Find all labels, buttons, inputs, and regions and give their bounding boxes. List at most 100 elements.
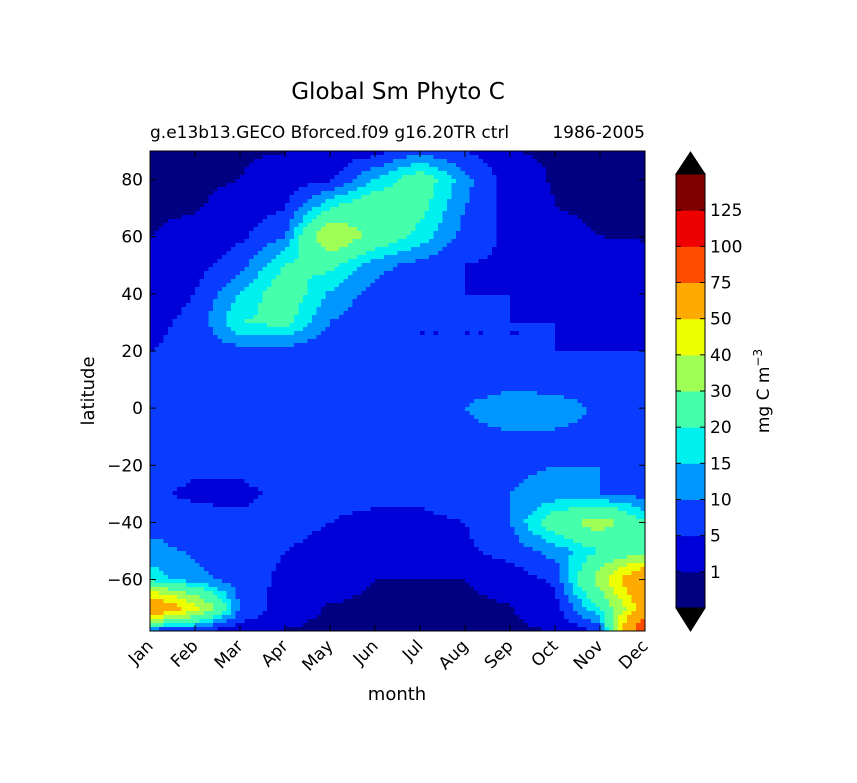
heatmap-cell — [460, 303, 466, 308]
heatmap-cell — [420, 231, 426, 236]
heatmap-cell — [231, 323, 237, 328]
heatmap-cell — [150, 163, 156, 168]
heatmap-cell — [316, 203, 322, 208]
heatmap-cell — [456, 171, 462, 176]
heatmap-cell — [231, 247, 237, 252]
heatmap-cell — [316, 163, 322, 168]
heatmap-cell — [532, 287, 538, 292]
heatmap-cell — [393, 195, 399, 200]
heatmap-cell — [636, 299, 642, 304]
heatmap-cell — [190, 187, 196, 192]
heatmap-cell — [600, 183, 606, 188]
heatmap-cell — [402, 323, 408, 328]
heatmap-cell — [442, 215, 448, 220]
heatmap-cell — [186, 299, 192, 304]
heatmap-cell — [532, 259, 538, 264]
heatmap-cell — [352, 235, 358, 240]
heatmap-cell — [420, 191, 426, 196]
heatmap-cell — [622, 203, 628, 208]
heatmap-cell — [537, 307, 543, 312]
heatmap-cell — [289, 223, 295, 228]
heatmap-cell — [289, 195, 295, 200]
heatmap-cell — [330, 219, 336, 224]
heatmap-cell — [217, 319, 223, 324]
heatmap-cell — [514, 199, 520, 204]
heatmap-cell — [159, 255, 165, 260]
heatmap-cell — [343, 323, 349, 328]
heatmap-cell — [294, 331, 300, 336]
heatmap-cell — [208, 239, 214, 244]
heatmap-cell — [411, 259, 417, 264]
heatmap-cell — [334, 215, 340, 220]
heatmap-cell — [613, 183, 619, 188]
heatmap-cell — [289, 191, 295, 196]
heatmap-cell — [465, 259, 471, 264]
heatmap-cell — [568, 267, 574, 272]
heatmap-cell — [514, 215, 520, 220]
heatmap-cell — [465, 235, 471, 240]
heatmap-cell — [487, 159, 493, 164]
heatmap-cell — [213, 283, 219, 288]
heatmap-cell — [307, 279, 313, 284]
heatmap-cell — [582, 259, 588, 264]
heatmap-cell — [546, 267, 552, 272]
heatmap-cell — [415, 167, 421, 172]
heatmap-cell — [465, 163, 471, 168]
heatmap-cell — [546, 191, 552, 196]
heatmap-cell — [550, 187, 556, 192]
heatmap-cell — [510, 191, 516, 196]
heatmap-cell — [442, 199, 448, 204]
heatmap-cell — [604, 179, 610, 184]
heatmap-cell — [240, 279, 246, 284]
heatmap-cell — [307, 167, 313, 172]
heatmap-cell — [397, 323, 403, 328]
heatmap-cell — [424, 215, 430, 220]
heatmap-cell — [460, 163, 466, 168]
heatmap-cell — [496, 183, 502, 188]
heatmap-cell — [343, 223, 349, 228]
heatmap-cell — [442, 223, 448, 228]
heatmap-cell — [393, 167, 399, 172]
heatmap-cell — [429, 279, 435, 284]
heatmap-cell — [222, 155, 228, 160]
heatmap-cell — [384, 211, 390, 216]
heatmap-cell — [631, 175, 637, 180]
heatmap-cell — [258, 191, 264, 196]
heatmap-cell — [411, 267, 417, 272]
heatmap-cell — [604, 299, 610, 304]
heatmap-cell — [429, 239, 435, 244]
heatmap-cell — [537, 179, 543, 184]
heatmap-cell — [505, 167, 511, 172]
heatmap-cell — [240, 331, 246, 336]
heatmap-cell — [568, 199, 574, 204]
heatmap-cell — [532, 255, 538, 260]
heatmap-cell — [433, 295, 439, 300]
heatmap-cell — [208, 211, 214, 216]
heatmap-cell — [424, 299, 430, 304]
heatmap-cell — [577, 199, 583, 204]
heatmap-cell — [285, 275, 291, 280]
heatmap-cell — [438, 311, 444, 316]
heatmap-cell — [253, 179, 259, 184]
heatmap-cell — [424, 191, 430, 196]
heatmap-cell — [442, 235, 448, 240]
heatmap-cell — [303, 219, 309, 224]
heatmap-cell — [424, 159, 430, 164]
heatmap-cell — [276, 259, 282, 264]
heatmap-cell — [586, 159, 592, 164]
heatmap-cell — [631, 315, 637, 320]
heatmap-cell — [294, 155, 300, 160]
heatmap-cell — [361, 219, 367, 224]
heatmap-cell — [222, 247, 228, 252]
heatmap-cell — [447, 243, 453, 248]
heatmap-cell — [438, 207, 444, 212]
heatmap-cell — [397, 303, 403, 308]
heatmap-cell — [456, 323, 462, 328]
heatmap-cell — [186, 239, 192, 244]
heatmap-cell — [235, 255, 241, 260]
heatmap-cell — [402, 315, 408, 320]
heatmap-cell — [384, 159, 390, 164]
heatmap-cell — [195, 183, 201, 188]
heatmap-cell — [262, 271, 268, 276]
heatmap-cell — [177, 291, 183, 296]
